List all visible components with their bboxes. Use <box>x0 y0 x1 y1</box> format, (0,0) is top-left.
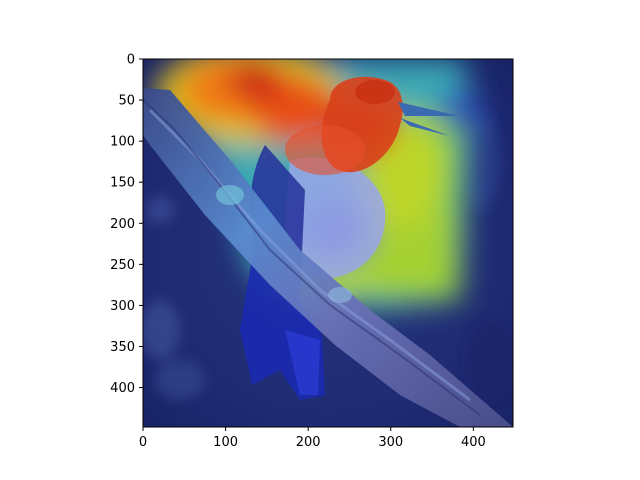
y-tick-label: 50 <box>118 94 135 109</box>
y-axis: 0 50 100 150 200 250 300 350 400 <box>110 53 143 396</box>
x-tick-label: 200 <box>296 435 321 450</box>
x-tick-label: 0 <box>139 435 147 450</box>
branch <box>143 88 513 427</box>
x-tick-label: 100 <box>213 435 238 450</box>
y-tick-label: 150 <box>110 176 135 191</box>
y-tick-label: 100 <box>110 135 135 150</box>
y-tick-label: 250 <box>110 258 135 273</box>
x-tick-label: 400 <box>461 435 486 450</box>
plot-frame <box>142 58 514 428</box>
heatmap-image <box>143 59 513 427</box>
y-tick-label: 200 <box>110 217 135 232</box>
x-axis: 0 100 200 300 400 <box>139 427 486 450</box>
y-tick-label: 300 <box>110 299 135 314</box>
y-tick-label: 400 <box>110 381 135 396</box>
bird-silhouette <box>240 76 460 400</box>
x-tick-label: 300 <box>378 435 403 450</box>
y-tick-label: 350 <box>110 340 135 355</box>
y-tick-label: 0 <box>127 53 135 68</box>
